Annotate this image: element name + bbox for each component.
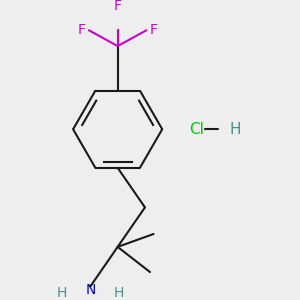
Text: F: F <box>78 23 86 37</box>
Text: N: N <box>85 283 95 297</box>
Text: H: H <box>57 286 67 300</box>
Text: F: F <box>149 23 157 37</box>
Text: H: H <box>113 286 124 300</box>
Text: F: F <box>114 0 122 13</box>
Text: H: H <box>230 122 241 137</box>
Text: Cl: Cl <box>190 122 204 137</box>
